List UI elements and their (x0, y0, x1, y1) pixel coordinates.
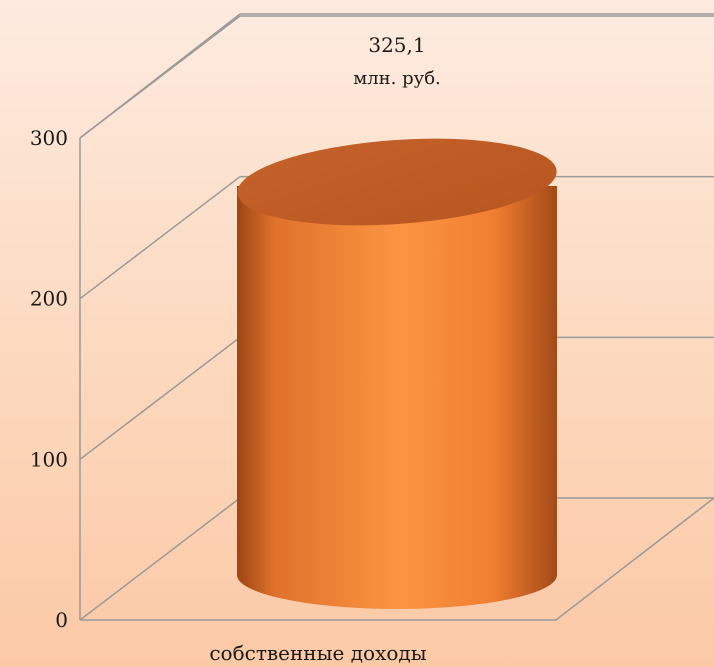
y-tick-label-100: 100 (30, 447, 68, 471)
bar-top-0 (237, 138, 557, 226)
y-tick-label-200: 200 (30, 287, 68, 311)
category-label-0: собственные доходы (209, 641, 426, 665)
floor-edge (80, 497, 714, 621)
labels: 0 100 200 300 325,1 млн. руб. собственные дохо… (30, 33, 441, 665)
data-label-value-0: 325,1 (368, 33, 425, 57)
data-label-unit-0: млн. руб. (353, 68, 441, 89)
y-tick-label-300: 300 (30, 126, 68, 150)
bars (237, 138, 557, 609)
bar-body-0 (237, 186, 557, 609)
bar-0 (237, 138, 557, 609)
y-tick-label-0: 0 (55, 608, 68, 632)
wall-top-diagonal (79, 13, 241, 139)
